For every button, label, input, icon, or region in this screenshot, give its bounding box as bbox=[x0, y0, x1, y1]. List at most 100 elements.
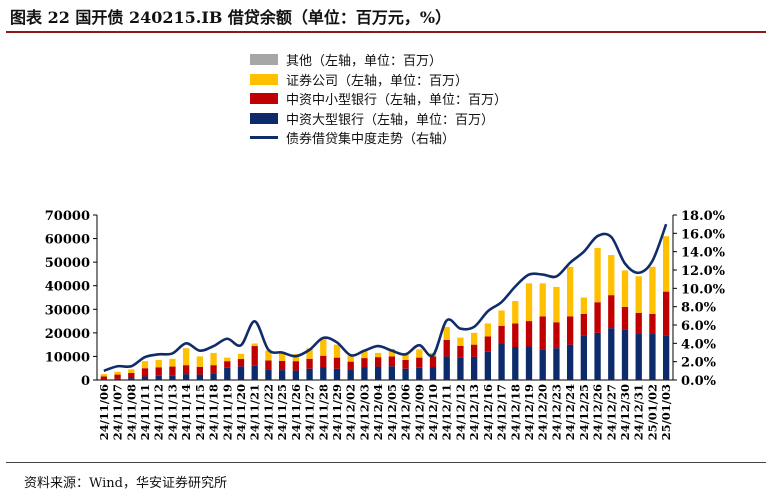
bar-segment-small-banks bbox=[635, 312, 642, 335]
x-axis-tick-label: 24/12/04 bbox=[371, 384, 385, 440]
bar-segment-securities bbox=[265, 350, 272, 361]
bar-segment-securities bbox=[155, 359, 162, 368]
bar-segment-small-banks bbox=[525, 321, 533, 347]
legend-swatch-concentration bbox=[250, 136, 278, 140]
bar-segment-securities bbox=[580, 297, 588, 314]
x-axis-tick-label: 24/12/27 bbox=[604, 384, 618, 440]
bar-segment-large-banks bbox=[374, 366, 382, 380]
bar-segment-small-banks bbox=[662, 291, 670, 336]
bar-segment-large-banks bbox=[114, 378, 121, 380]
x-axis-tick-label: 24/12/13 bbox=[467, 384, 481, 440]
bar-segment-small-banks bbox=[539, 316, 546, 350]
bar-segment-securities bbox=[512, 301, 519, 324]
x-axis-tick-label: 24/11/27 bbox=[303, 384, 317, 440]
bar-segment-securities bbox=[237, 353, 245, 360]
bar-segment-large-banks bbox=[278, 370, 286, 380]
x-axis-tick-label: 24/11/21 bbox=[248, 384, 262, 440]
source-rule bbox=[6, 462, 766, 463]
right-axis-tick-label: 0.0% bbox=[681, 374, 717, 389]
bar-segment-small-banks bbox=[361, 358, 368, 368]
bar-segment-securities bbox=[306, 348, 313, 359]
legend-item-securities: 证券公司（左轴，单位：百万） bbox=[250, 70, 507, 90]
x-axis-tick-label: 24/11/22 bbox=[261, 384, 275, 440]
bar-segment-small-banks bbox=[251, 346, 258, 366]
bar-segment-securities bbox=[608, 255, 615, 296]
right-axis-tick-label: 14.0% bbox=[681, 246, 726, 261]
bar-segment-large-banks bbox=[484, 351, 492, 380]
x-axis-tick-label: 24/11/06 bbox=[97, 384, 111, 440]
bar-segment-large-banks bbox=[141, 376, 149, 380]
bar-segment-securities bbox=[621, 270, 629, 307]
bar-segment-small-banks bbox=[100, 376, 108, 380]
right-axis-tick-label: 4.0% bbox=[681, 337, 717, 352]
bar-segment-small-banks bbox=[429, 356, 437, 368]
bar-segment-securities bbox=[553, 286, 560, 323]
bar-segment-small-banks bbox=[292, 361, 300, 371]
bar-segment-small-banks bbox=[553, 322, 560, 349]
left-axis-tick-label: 70000 bbox=[45, 209, 90, 224]
bar-segment-securities bbox=[525, 283, 533, 322]
bar-segment-small-banks bbox=[182, 365, 190, 375]
bar-segment-small-banks bbox=[649, 314, 656, 335]
x-axis-tick-label: 24/11/11 bbox=[138, 384, 152, 440]
legend-label-large-banks: 中资大型银行（左轴，单位：百万） bbox=[286, 112, 495, 128]
bar-segment-securities bbox=[388, 348, 396, 357]
right-axis-tick-label: 8.0% bbox=[681, 301, 717, 316]
x-axis-tick-label: 24/11/29 bbox=[330, 384, 344, 440]
x-axis-tick-label: 24/12/16 bbox=[481, 384, 495, 440]
x-axis-tick-label: 24/12/30 bbox=[618, 384, 632, 440]
bar-segment-large-banks bbox=[306, 368, 313, 380]
x-axis-tick-label: 25/01/03 bbox=[659, 384, 673, 440]
bar-segment-small-banks bbox=[333, 357, 341, 369]
x-axis-tick-label: 24/11/20 bbox=[234, 384, 248, 440]
bar-segment-large-banks bbox=[553, 348, 560, 380]
bar-segment-securities bbox=[196, 356, 204, 367]
right-axis-tick-label: 16.0% bbox=[681, 227, 726, 242]
bar-segment-large-banks bbox=[470, 356, 478, 380]
x-axis-tick-label: 24/12/06 bbox=[399, 384, 413, 440]
legend: 其他（左轴，单位：百万） 证券公司（左轴，单位：百万） 中资中小型银行（左轴，单… bbox=[250, 50, 507, 148]
bar-segment-small-banks bbox=[388, 356, 396, 367]
x-axis-tick-label: 24/11/13 bbox=[165, 384, 179, 440]
bar-segment-securities bbox=[416, 349, 423, 358]
left-axis-tick-label: 60000 bbox=[45, 233, 90, 248]
legend-label-other: 其他（左轴，单位：百万） bbox=[286, 54, 443, 70]
bar-segment-securities bbox=[470, 332, 478, 345]
x-axis-tick-label: 24/11/14 bbox=[179, 384, 193, 440]
bar-segment-large-banks bbox=[196, 374, 204, 380]
legend-item-large-banks: 中资大型银行（左轴，单位：百万） bbox=[250, 109, 507, 129]
bar-segment-securities bbox=[662, 236, 670, 292]
bar-segment-large-banks bbox=[169, 375, 176, 380]
bar-segment-large-banks bbox=[237, 366, 245, 380]
bar-segment-small-banks bbox=[237, 359, 245, 367]
bar-segment-large-banks bbox=[361, 367, 368, 380]
legend-item-small-banks: 中资中小型银行（左轴，单位：百万） bbox=[250, 89, 507, 109]
bar-segment-small-banks bbox=[210, 365, 217, 374]
bar-segment-large-banks bbox=[210, 373, 217, 380]
x-axis-tick-label: 24/12/02 bbox=[344, 384, 358, 440]
right-axis-tick-label: 6.0% bbox=[681, 319, 717, 334]
bar-segment-securities bbox=[635, 276, 642, 313]
x-axis-tick-label: 24/11/15 bbox=[193, 384, 207, 440]
bar-segment-small-banks bbox=[278, 360, 286, 371]
x-axis-tick-label: 24/12/18 bbox=[508, 384, 522, 440]
bar-segment-small-banks bbox=[224, 361, 231, 368]
source-note: 资料来源：Wind，华安证券研究所 bbox=[24, 476, 227, 491]
bar-segment-securities bbox=[333, 344, 341, 358]
bar-segment-securities bbox=[539, 283, 546, 317]
concentration-line bbox=[103, 223, 668, 373]
x-axis-tick-label: 24/12/25 bbox=[577, 384, 591, 440]
bar-segment-securities bbox=[210, 352, 217, 366]
bar-segment-securities bbox=[484, 323, 492, 337]
bar-segment-small-banks bbox=[416, 357, 423, 368]
x-axis-tick-label: 24/11/28 bbox=[316, 384, 330, 440]
x-axis-tick-label: 24/12/23 bbox=[549, 384, 563, 440]
x-axis-tick-label: 24/11/07 bbox=[111, 384, 125, 440]
x-axis-tick-label: 24/12/24 bbox=[563, 384, 577, 440]
x-axis-tick-label: 24/12/19 bbox=[522, 384, 536, 440]
chart-title: 图表 22 国开债 240215.IB 借贷余额（单位：百万元，%） bbox=[10, 8, 452, 27]
left-axis-tick-label: 40000 bbox=[45, 280, 90, 295]
bar-segment-small-banks bbox=[608, 295, 615, 329]
bar-segment-securities bbox=[498, 310, 505, 326]
bar-segment-securities bbox=[457, 337, 464, 346]
